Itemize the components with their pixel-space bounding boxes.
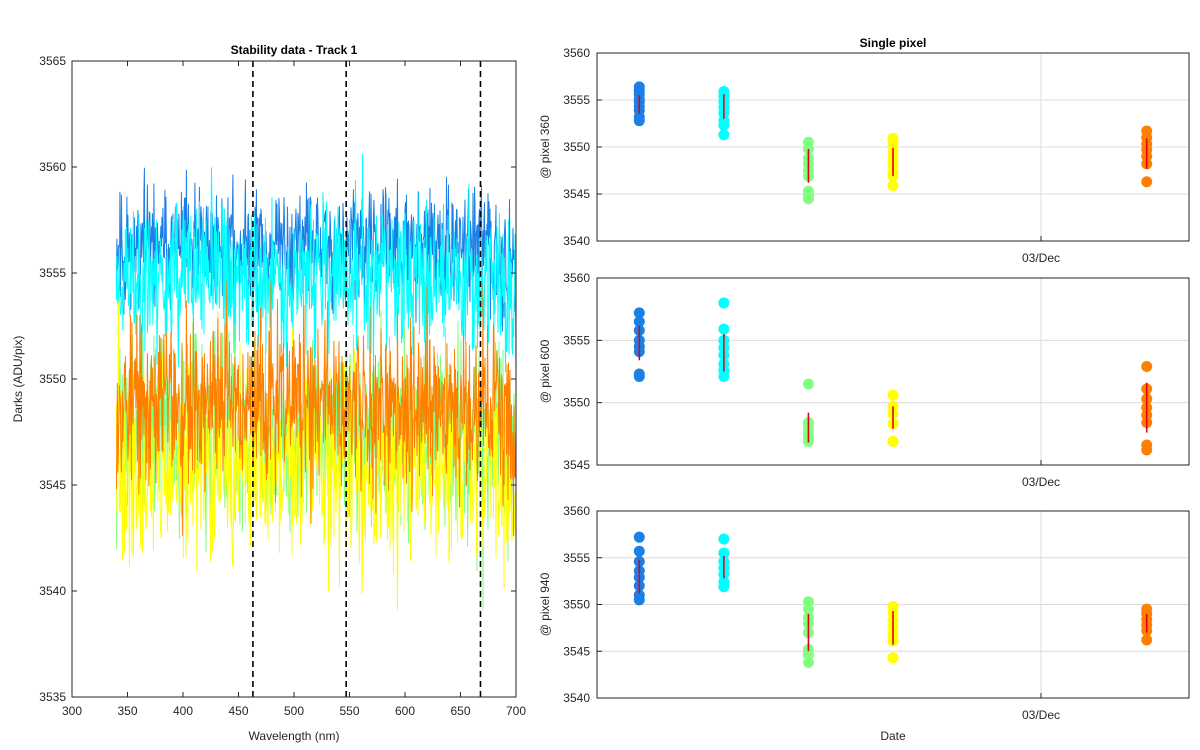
x-tick-label: 03/Dec <box>1022 251 1060 265</box>
y-tick-label: 3550 <box>563 598 590 612</box>
data-point <box>718 323 730 335</box>
data-point <box>633 316 645 328</box>
y-tick-label: 3555 <box>39 266 66 280</box>
left-chart-title: Stability data - Track 1 <box>231 43 358 57</box>
x-tick-label: 550 <box>339 704 359 718</box>
y-tick-label: 3560 <box>39 160 66 174</box>
data-point <box>887 137 899 149</box>
y-tick-label: 3560 <box>563 271 590 285</box>
axes-box <box>596 277 1190 466</box>
y-tick-label: 3545 <box>563 644 590 658</box>
data-point <box>802 603 814 615</box>
y-axis-label: @ pixel 360 <box>538 115 552 179</box>
data-point <box>802 656 814 668</box>
y-tick-label: 3540 <box>563 234 590 248</box>
left-chart: 300 350 400 450 500 550 600 650 700 3535 3540 3545 3… <box>11 43 526 743</box>
y-tick-label: 3550 <box>563 396 590 410</box>
data-point <box>887 652 899 664</box>
y-tick-label: 3540 <box>563 691 590 705</box>
x-tick-label: 700 <box>506 704 526 718</box>
series-line-2 <box>115 153 516 382</box>
y-tick-label: 3560 <box>563 504 590 518</box>
data-point <box>633 370 645 382</box>
y-tick-label: 3560 <box>563 46 590 60</box>
series-line-3 <box>115 310 516 611</box>
x-tick-label: 400 <box>173 704 193 718</box>
y-axis-label: @ pixel 600 <box>538 339 552 403</box>
left-series-group <box>115 153 516 611</box>
chart-title: Single pixel <box>860 36 927 50</box>
y-tick-label: 3535 <box>39 690 66 704</box>
y-tick-label: 3555 <box>563 333 590 347</box>
y-tick-label: 3565 <box>39 54 66 68</box>
data-point <box>1141 361 1153 373</box>
y-tick-label: 3555 <box>563 93 590 107</box>
y-tick-label: 3550 <box>563 140 590 154</box>
data-point <box>718 129 730 141</box>
x-tick-label: 600 <box>395 704 415 718</box>
y-axis-label: @ pixel 940 <box>538 572 552 636</box>
x-tick-label: 350 <box>117 704 137 718</box>
right-chart-1: 3540 3545 3550 3555 3560 03/Dec @ pixel 360 Sin… <box>538 36 1190 265</box>
data-point <box>718 547 730 559</box>
data-point <box>718 119 730 131</box>
y-tick-label: 3545 <box>563 187 590 201</box>
y-tick-label: 3555 <box>563 551 590 565</box>
y-tick-label: 3550 <box>39 372 66 386</box>
y-tick-label: 3540 <box>39 584 66 598</box>
data-point <box>718 533 730 545</box>
data-point <box>633 115 645 127</box>
data-point <box>718 297 730 309</box>
x-tick-label: 650 <box>450 704 470 718</box>
data-point <box>1141 444 1153 456</box>
x-axis-label: Date <box>880 729 906 743</box>
data-point <box>718 370 730 382</box>
series-line-5 <box>115 280 516 537</box>
data-point <box>633 531 645 543</box>
data-point <box>887 435 899 447</box>
data-point <box>1141 176 1153 188</box>
x-tick-label: 03/Dec <box>1022 708 1060 722</box>
y-tick-label: 3545 <box>563 458 590 472</box>
plot-area <box>597 278 1189 465</box>
data-point <box>633 545 645 557</box>
data-point <box>718 581 730 593</box>
left-y-axis-label: Darks (ADU/pix) <box>11 336 25 423</box>
x-tick-label: 450 <box>228 704 248 718</box>
x-tick-label: 300 <box>62 704 82 718</box>
x-tick-label: 500 <box>284 704 304 718</box>
y-tick-label: 3545 <box>39 478 66 492</box>
data-point <box>802 193 814 205</box>
left-x-axis-label: Wavelength (nm) <box>249 729 340 743</box>
data-point <box>633 307 645 319</box>
data-point <box>633 594 645 606</box>
data-point <box>887 180 899 192</box>
data-point <box>802 378 814 390</box>
x-tick-label: 03/Dec <box>1022 475 1060 489</box>
right-chart-3: 3540 3545 3550 3555 3560 03/Dec @ pixel 940 Dat… <box>538 504 1190 743</box>
right-chart-2: 3545 3550 3555 3560 03/Dec @ pixel 600 <box>538 271 1190 489</box>
data-point <box>887 389 899 401</box>
data-point <box>1141 634 1153 646</box>
